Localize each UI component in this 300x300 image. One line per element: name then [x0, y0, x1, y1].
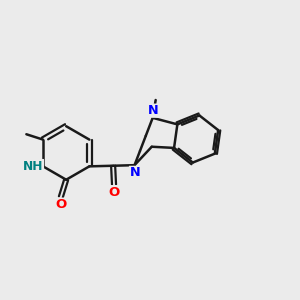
Text: O: O — [109, 186, 120, 199]
Text: N: N — [130, 167, 140, 179]
Text: NH: NH — [23, 160, 44, 172]
Text: N: N — [147, 104, 158, 117]
Text: O: O — [55, 198, 66, 211]
